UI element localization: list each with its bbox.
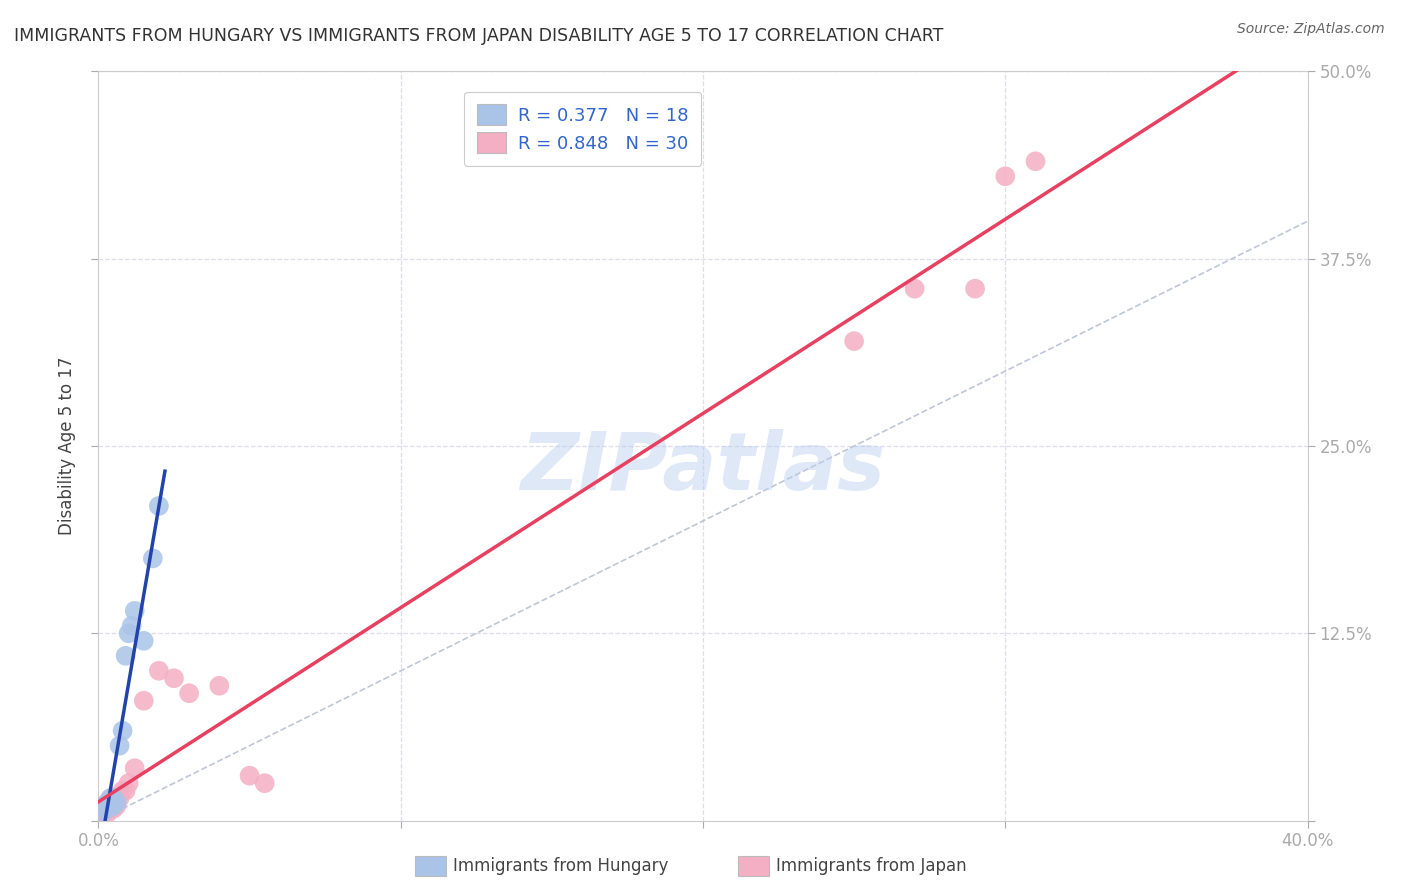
Point (111, 723, 134, 738)
Point (93, 806, 115, 821)
Point (114, 648, 136, 663)
Point (100, 791, 122, 805)
Point (208, 679, 231, 693)
Point (93, 798, 115, 813)
Point (100, 791, 122, 805)
Point (132, 633, 155, 648)
Point (96, 806, 118, 821)
Point (96, 796, 118, 810)
Point (108, 739, 131, 753)
Point (96, 802, 118, 816)
Point (148, 499, 170, 513)
Point (103, 791, 125, 805)
Point (111, 783, 134, 797)
Point (93, 798, 115, 813)
Text: Source: ZipAtlas.com: Source: ZipAtlas.com (1237, 22, 1385, 37)
Point (1024, 154, 1046, 169)
Point (100, 802, 122, 816)
Legend: R = 0.377   N = 18, R = 0.848   N = 30: R = 0.377 N = 18, R = 0.848 N = 30 (464, 92, 702, 166)
Text: Immigrants from Japan: Immigrants from Japan (776, 857, 967, 875)
Point (965, 282, 987, 296)
Point (844, 334, 866, 348)
Text: IMMIGRANTS FROM HUNGARY VS IMMIGRANTS FROM JAPAN DISABILITY AGE 5 TO 17 CORRELAT: IMMIGRANTS FROM HUNGARY VS IMMIGRANTS FR… (14, 27, 943, 45)
Point (96, 802, 118, 816)
Point (100, 798, 122, 813)
Point (103, 802, 125, 816)
Point (108, 791, 131, 805)
Point (124, 761, 146, 775)
Point (163, 671, 186, 685)
Point (142, 551, 165, 566)
Point (121, 619, 143, 633)
Point (904, 282, 927, 296)
Point (103, 798, 125, 813)
Point (124, 604, 146, 618)
Point (118, 626, 141, 640)
Point (994, 169, 1017, 184)
Text: ZIPatlas: ZIPatlas (520, 429, 886, 508)
Point (132, 694, 155, 708)
Point (90, 806, 112, 821)
Point (90, 802, 112, 816)
Point (96, 796, 118, 810)
Point (90, 806, 112, 821)
Point (105, 798, 128, 813)
Point (118, 776, 141, 790)
Point (114, 783, 136, 797)
Point (103, 796, 125, 810)
Text: Immigrants from Hungary: Immigrants from Hungary (453, 857, 668, 875)
Point (100, 798, 122, 813)
Y-axis label: Disability Age 5 to 17: Disability Age 5 to 17 (58, 357, 76, 535)
Point (179, 686, 201, 700)
Point (105, 796, 128, 810)
Point (148, 664, 170, 678)
Point (239, 769, 262, 783)
Point (253, 776, 276, 790)
